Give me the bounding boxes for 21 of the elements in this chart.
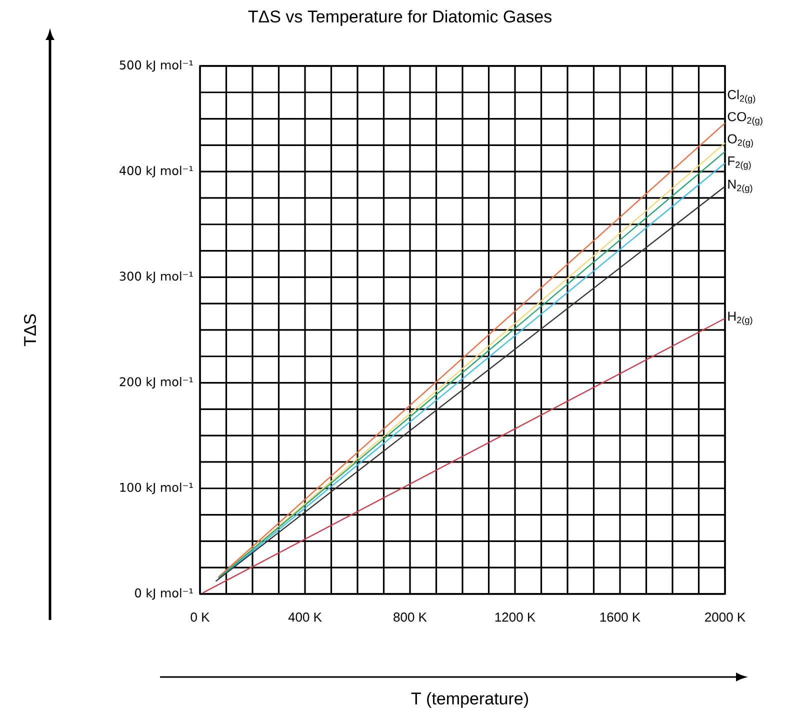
x-tick-label: 0 K bbox=[190, 612, 210, 622]
x-tick-label: 1600 K bbox=[600, 612, 640, 622]
y-tick-label: 200 kJ mol⁻¹ bbox=[120, 377, 193, 389]
y-tick-label: 0 kJ mol⁻¹ bbox=[135, 588, 193, 600]
y-axis-title: TΔS bbox=[24, 314, 36, 346]
y-tick-label: 300 kJ mol⁻¹ bbox=[120, 271, 193, 283]
series-label: N$_{2(g)}$ bbox=[728, 180, 752, 194]
y-tick-label: 100 kJ mol⁻¹ bbox=[120, 482, 193, 494]
x-axis-title: T (temperature) bbox=[411, 692, 528, 708]
x-tick-label: 2000 K bbox=[705, 612, 746, 622]
y-tick-label: 400 kJ mol⁻¹ bbox=[120, 166, 193, 178]
y-tick-label: 500 kJ mol⁻¹ bbox=[120, 60, 193, 72]
series-label: O$_{2(g)}$ bbox=[728, 134, 753, 148]
series-label: H$_{2(g)}$ bbox=[728, 312, 752, 326]
series-label: F$_{2(g)}$ bbox=[728, 156, 751, 170]
series-label: Cl$_{2(g)}$ bbox=[728, 90, 756, 104]
x-tick-label: 800 K bbox=[394, 612, 427, 622]
x-tick-label: 400 K bbox=[288, 612, 322, 622]
x-tick-label: 1200 K bbox=[495, 612, 536, 622]
series-label: CO$_{2(g)}$ bbox=[728, 112, 762, 126]
chart-title: TΔS vs Temperature for Diatomic Gases bbox=[248, 10, 552, 26]
